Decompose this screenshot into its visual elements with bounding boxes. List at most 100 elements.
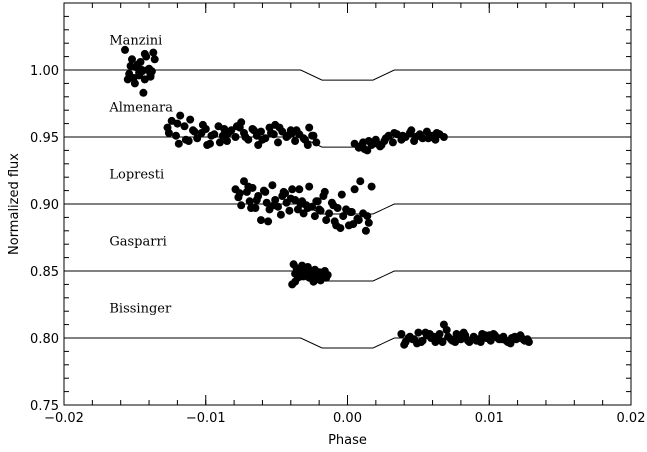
data-point — [411, 133, 420, 141]
data-point — [472, 336, 481, 345]
data-point — [303, 204, 312, 212]
series-lopresti — [231, 177, 376, 235]
data-point — [254, 141, 263, 149]
data-point — [301, 135, 309, 144]
data-point — [285, 206, 294, 215]
data-point — [126, 62, 135, 70]
data-point — [381, 134, 390, 143]
data-point — [397, 330, 406, 338]
data-point — [223, 137, 231, 145]
data-point — [249, 126, 258, 135]
data-point — [414, 328, 423, 337]
data-point — [291, 277, 300, 286]
data-point — [329, 201, 338, 210]
data-point — [354, 216, 363, 225]
data-point — [142, 52, 151, 61]
series-almenara — [163, 111, 448, 155]
data-point — [349, 220, 358, 229]
data-point — [133, 60, 142, 69]
model-line-bissinger — [64, 337, 631, 349]
data-point — [237, 118, 246, 127]
data-point — [320, 187, 329, 196]
data-point — [298, 197, 307, 206]
data-point — [313, 275, 322, 283]
series-manzini — [121, 45, 159, 97]
y-tick-label: 0.75 — [30, 399, 59, 414]
data-point — [257, 127, 265, 136]
series-label-manzini: Manzini — [109, 34, 162, 49]
data-point — [363, 212, 372, 221]
y-tick-label: 0.85 — [30, 265, 59, 280]
data-point — [523, 335, 532, 344]
model-line-almenara — [64, 136, 631, 148]
data-point — [186, 115, 195, 124]
data-point — [138, 66, 146, 74]
data-point — [422, 127, 431, 136]
data-point — [455, 332, 464, 341]
data-point — [400, 340, 409, 349]
data-point — [215, 138, 224, 147]
series-labels: Manzini Almenara Lopresti Gasparri Bissinger — [108, 34, 173, 317]
data-point — [145, 64, 154, 73]
data-point — [172, 131, 180, 140]
data-point — [364, 137, 373, 145]
data-point — [364, 218, 373, 227]
data-point — [173, 119, 182, 128]
data-point — [498, 335, 506, 344]
data-point — [489, 330, 498, 338]
data-point — [481, 331, 489, 340]
data-point — [305, 123, 314, 132]
data-points — [121, 45, 533, 349]
data-point — [299, 209, 308, 218]
data-point — [322, 216, 331, 225]
data-point — [337, 190, 346, 199]
data-point — [428, 131, 437, 140]
data-point — [438, 338, 447, 346]
x-tick-label: −0.01 — [186, 411, 226, 426]
data-point — [193, 134, 202, 143]
data-point — [430, 332, 438, 341]
series-label-bissinger: Bissinger — [109, 302, 172, 317]
x-tick-label: 0.00 — [333, 411, 362, 426]
data-point — [264, 217, 273, 226]
data-point — [180, 122, 189, 131]
data-point — [367, 182, 376, 191]
x-tick-label: 0.02 — [617, 411, 646, 426]
data-point — [288, 129, 297, 137]
data-point — [262, 198, 271, 207]
data-point — [308, 268, 317, 277]
data-point — [181, 135, 190, 144]
data-point — [296, 272, 305, 281]
data-point — [150, 55, 159, 64]
series-gasparri — [288, 260, 332, 289]
series-label-gasparri: Gasparri — [109, 235, 166, 250]
data-point — [439, 133, 448, 141]
model-line-gasparri — [64, 270, 631, 282]
data-point — [515, 334, 523, 342]
data-point — [128, 55, 136, 64]
data-point — [421, 328, 430, 337]
data-point — [198, 120, 207, 129]
data-point — [174, 139, 183, 148]
data-point — [332, 221, 341, 230]
data-point — [309, 131, 318, 140]
data-point — [203, 141, 212, 149]
data-point — [447, 335, 455, 344]
data-point — [310, 212, 319, 221]
data-point — [274, 138, 282, 147]
data-point — [319, 268, 328, 277]
data-point — [237, 201, 246, 210]
data-point — [235, 189, 244, 198]
data-point — [190, 127, 199, 136]
series-bissinger — [397, 320, 533, 349]
data-point — [252, 196, 261, 204]
y-tick-label: 1.00 — [30, 64, 59, 79]
series-label-lopresti: Lopresti — [109, 168, 164, 183]
data-point — [261, 187, 270, 196]
data-point — [442, 326, 451, 334]
data-point — [404, 334, 413, 342]
data-point — [312, 197, 321, 206]
series-label-almenara: Almenara — [108, 101, 173, 116]
data-point — [164, 129, 173, 137]
data-point — [129, 74, 138, 82]
